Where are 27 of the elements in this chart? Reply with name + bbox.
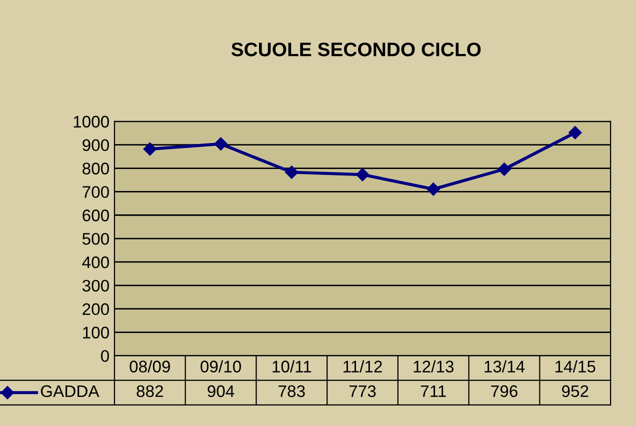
x-tick-label: 14/15 bbox=[556, 360, 596, 372]
y-tick-label: 800 bbox=[82, 162, 109, 174]
data-label: 952 bbox=[562, 385, 588, 398]
x-tick-label: 08/09 bbox=[130, 360, 170, 372]
data-label: 796 bbox=[491, 385, 518, 398]
y-tick-label: 100 bbox=[83, 326, 109, 338]
y-tick-label: 600 bbox=[82, 210, 109, 222]
legend-label: GADDA bbox=[40, 385, 100, 398]
data-label: 904 bbox=[208, 385, 234, 398]
y-tick-label: 200 bbox=[82, 303, 109, 316]
y-tick-label: 1000 bbox=[74, 116, 109, 128]
y-tick-label: 900 bbox=[82, 139, 109, 152]
data-label: 783 bbox=[278, 385, 305, 398]
y-tick-label: 300 bbox=[82, 280, 109, 292]
y-tick-label: 700 bbox=[82, 186, 109, 198]
chart-title: SCUOLE SECONDO CICLO bbox=[231, 42, 481, 56]
x-tick-label: 09/10 bbox=[200, 360, 241, 372]
y-tick-label: 0 bbox=[101, 350, 109, 362]
y-tick-label: 500 bbox=[82, 232, 109, 245]
data-label: 773 bbox=[349, 385, 376, 398]
data-label: 711 bbox=[420, 385, 446, 397]
y-tick-label: 400 bbox=[82, 256, 109, 268]
x-tick-label: 11/12 bbox=[344, 360, 382, 372]
x-tick-label: 13/14 bbox=[484, 360, 525, 372]
x-tick-label: 12/13 bbox=[414, 360, 454, 372]
x-tick-label: 10/11 bbox=[272, 360, 312, 372]
data-label: 882 bbox=[136, 385, 163, 398]
